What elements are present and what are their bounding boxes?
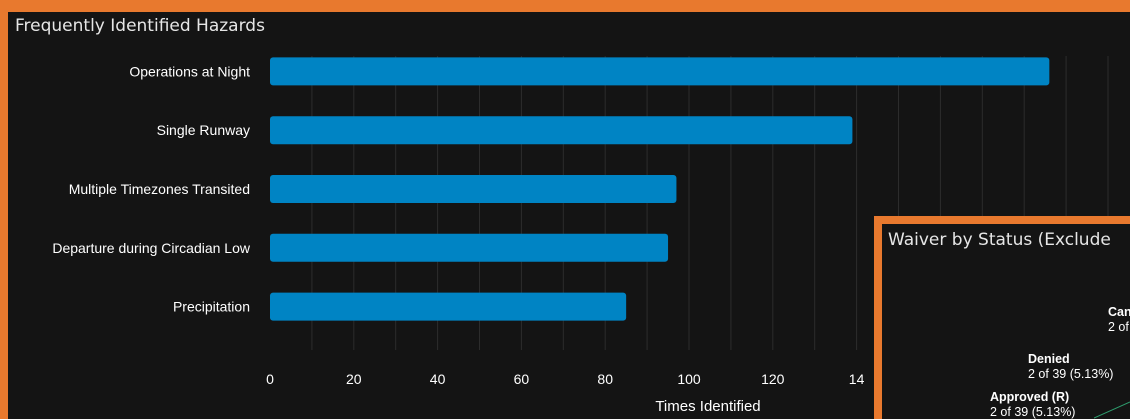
x-tick-label: 120 [761,371,785,387]
category-label: Multiple Timezones Transited [69,181,250,197]
hazards-bar-chart: 0 20 40 60 80 100 120 14 Times Identified Operati… [52,56,1109,415]
waiver-status-title: Waiver by Status (Exclude [888,230,1111,250]
pie-label-approved-r-detail: 2 of 39 (5.13%) [990,405,1076,419]
category-label: Departure during Circadian Low [52,240,251,256]
chart-title: Frequently Identified Hazards [15,16,265,36]
category-label: Precipitation [173,299,250,315]
category-label: Operations at Night [129,63,250,79]
hazards-chart-panel: Frequently Identified Hazards 0 20 40 60 80 1… [8,12,1130,419]
x-tick-label: 20 [346,371,362,387]
bar-0 [270,57,1050,86]
x-tick-label: 100 [677,371,701,387]
pie-label-denied: Denied 2 of 39 (5.13%) [1028,352,1113,382]
pie-label-canceled-name: Can [1108,305,1130,319]
bar-4 [270,292,627,321]
waiver-status-panel-frame: Waiver by Status (Exclude Can 2 of Denie… [874,216,1130,419]
pie-label-canceled: Can 2 of [1108,305,1130,335]
pie-label-denied-detail: 2 of 39 (5.13%) [1028,367,1114,381]
waiver-status-panel: Waiver by Status (Exclude Can 2 of Denie… [882,224,1130,419]
category-label: Single Runway [157,122,250,138]
bar-3 [270,233,669,262]
x-axis-title: Times Identified [655,398,760,415]
x-tick-label: 14 [849,371,865,387]
bar-2 [270,175,677,203]
pie-label-approved-r: Approved (R) 2 of 39 (5.13%) [990,390,1075,419]
x-tick-label: 40 [430,371,446,387]
pie-leader-line [1094,401,1130,419]
x-tick-label: 60 [514,371,530,387]
x-tick-label: 80 [597,371,613,387]
bar-1 [270,116,853,145]
pie-label-canceled-detail: 2 of [1108,320,1129,334]
x-tick-label: 0 [266,371,274,387]
pie-label-approved-r-name: Approved (R) [990,390,1070,404]
pie-label-denied-name: Denied [1028,352,1070,366]
